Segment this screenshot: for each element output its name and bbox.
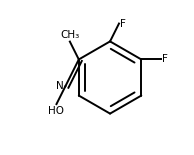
Text: F: F xyxy=(162,54,168,64)
Text: CH₃: CH₃ xyxy=(60,30,80,40)
Text: F: F xyxy=(120,19,126,29)
Text: HO: HO xyxy=(48,106,64,116)
Text: N: N xyxy=(56,81,64,91)
